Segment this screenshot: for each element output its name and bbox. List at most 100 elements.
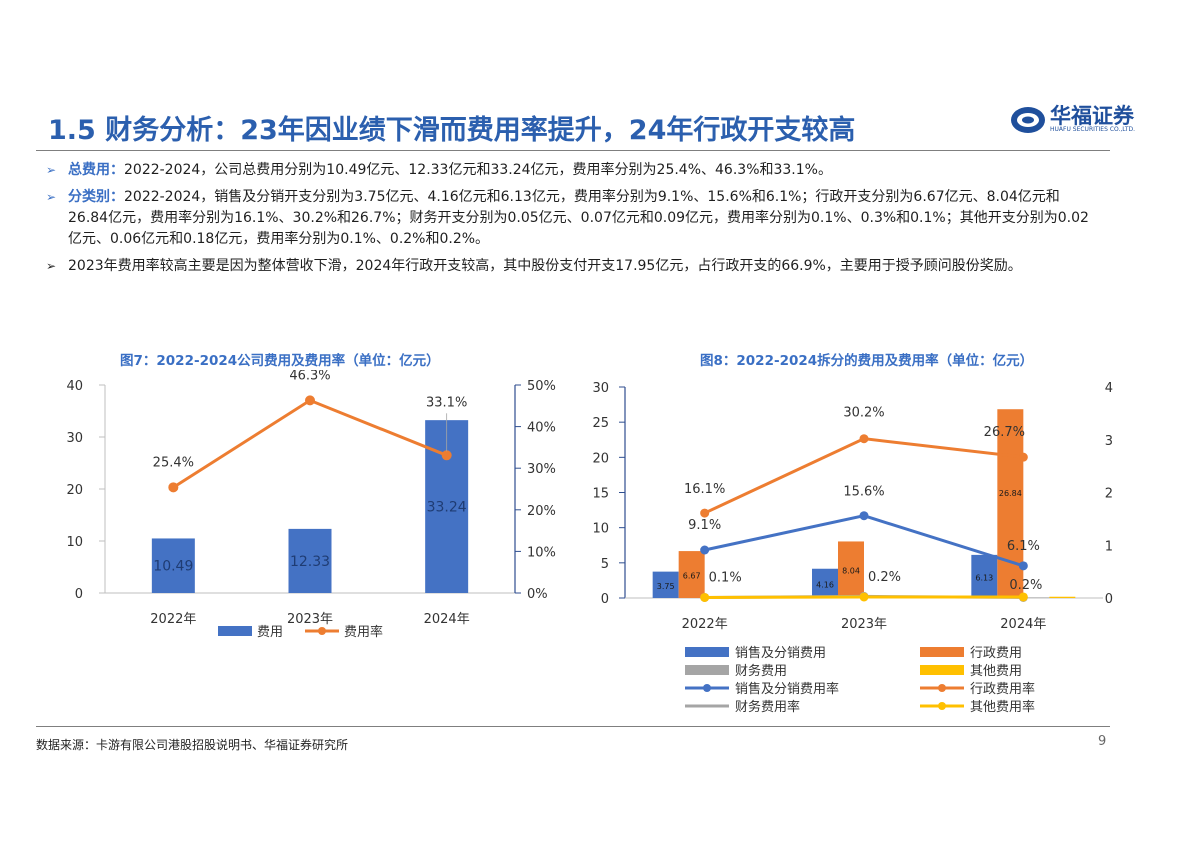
line-point <box>168 482 179 493</box>
legend-marker <box>703 684 711 692</box>
page-number: 9 <box>1098 734 1107 749</box>
bar-other <box>1049 596 1076 598</box>
legend-swatch <box>685 665 729 675</box>
line-value-label: 46.3% <box>289 370 330 383</box>
bullet-text: 2022-2024，销售及分销开支分别为3.75亿元、4.16亿元和6.13亿元… <box>68 189 1089 247</box>
right-y-tick-label: 10% <box>527 545 556 560</box>
left-y-tick-label: 20 <box>592 451 609 466</box>
line-value-label: 33.1% <box>426 395 467 410</box>
line-point <box>1018 452 1028 462</box>
left-y-tick-label: 40 <box>66 379 83 394</box>
legend-label: 销售及分销费用率 <box>735 681 839 697</box>
legend-label: 其他费用率 <box>970 699 1035 715</box>
x-tick-label: 2024年 <box>424 612 470 627</box>
right-y-tick-label: 40% <box>527 421 556 436</box>
right-y-tick-label: 2 <box>1105 487 1113 502</box>
left-y-tick-label: 0 <box>75 587 83 602</box>
bullet-reason: ➢ 2023年费用率较高主要是因为整体营收下滑，2024年行政开支较高，其中股份… <box>46 256 1096 277</box>
line-value-label: 0.2% <box>1009 578 1042 593</box>
line-value-label: 16.1% <box>684 482 725 497</box>
legend-swatch <box>920 665 964 675</box>
right-y-tick-label: 1 <box>1105 539 1113 554</box>
bullet-by-category: ➢ 分类别：2022-2024，销售及分销开支分别为3.75亿元、4.16亿元和… <box>46 187 1096 250</box>
line-point <box>441 450 452 461</box>
legend-marker <box>938 684 946 692</box>
bar-value-label: 4.16 <box>816 580 834 589</box>
line-value-label: 0.1% <box>709 570 742 585</box>
bar-sales <box>652 571 679 598</box>
bullet-text: 2023年费用率较高主要是因为整体营收下滑，2024年行政开支较高，其中股份支付… <box>68 258 1022 274</box>
bar-value-label: 3.75 <box>657 582 675 591</box>
logo-icon <box>1011 107 1045 133</box>
legend-label: 行政费用 <box>970 646 1022 661</box>
right-y-tick-label: 4 <box>1105 381 1113 396</box>
chart-fig8: 0 5 10 15 20 25 30 0 1 2 3 4 3.75 4.16 6.13 6.67 8.04 26.… <box>592 381 1113 715</box>
left-y-tick-label: 5 <box>601 557 609 572</box>
chart-fig7: 0 10 20 30 40 0% 10% 20% 30% 40% 50% 10.49 2022年 12.3… <box>66 370 556 640</box>
line-point <box>700 508 710 518</box>
bar-value-label: 33.24 <box>427 500 467 516</box>
line-point <box>700 592 710 602</box>
arrow-bullet-icon: ➢ <box>46 163 57 177</box>
bar-value-label: 26.84 <box>999 489 1022 498</box>
data-source: 数据来源：卡游有限公司港股招股说明书、华福证券研究所 <box>36 738 349 752</box>
right-y-tick-label: 0 <box>1105 592 1113 607</box>
chart-title-fig7: 图7：2022-2024公司费用及费用率（单位：亿元） <box>120 353 440 369</box>
bullet-lead: 分类别： <box>68 189 124 205</box>
arrow-bullet-icon: ➢ <box>46 190 57 204</box>
right-y-tick-label: 50% <box>527 379 556 394</box>
legend-marker <box>938 702 946 710</box>
line-value-label: 30.2% <box>843 406 884 421</box>
bar-value-label: 8.04 <box>842 567 860 576</box>
legend-swatch <box>685 647 729 657</box>
bar-expense <box>151 538 195 593</box>
bullet-total-expense: ➢ 总费用：2022-2024，公司总费用分别为10.49亿元、12.33亿元和… <box>46 160 1096 181</box>
left-y-tick-label: 15 <box>592 487 609 502</box>
left-y-tick-label: 25 <box>592 416 609 431</box>
line-point <box>305 395 315 406</box>
bar-admin <box>838 541 864 598</box>
bullet-list: ➢ 总费用：2022-2024，公司总费用分别为10.49亿元、12.33亿元和… <box>46 160 1096 283</box>
left-y-tick-label: 20 <box>66 483 83 498</box>
bar-admin <box>678 551 705 598</box>
line-value-label: 0.2% <box>868 570 901 585</box>
legend-label: 销售及分销费用 <box>735 645 826 661</box>
line-value-label: 25.4% <box>153 455 194 470</box>
company-logo: 华福证券 HUAFU SECURITIES CO.,LTD. <box>1010 100 1170 140</box>
line-point <box>859 592 869 602</box>
logo-subtext: HUAFU SECURITIES CO.,LTD. <box>1050 126 1136 133</box>
line-point <box>700 545 710 555</box>
legend-marker-rate <box>318 627 326 635</box>
bullet-text: 2022-2024，公司总费用分别为10.49亿元、12.33亿元和33.24亿… <box>124 162 832 178</box>
x-tick-label: 2024年 <box>1000 617 1046 632</box>
bar-expense <box>288 528 332 593</box>
x-tick-label: 2023年 <box>287 612 333 627</box>
line-value-label: 15.6% <box>843 485 884 500</box>
legend-label: 其他费用 <box>970 664 1022 679</box>
legend-swatch <box>920 647 964 657</box>
right-y-tick-label: 20% <box>527 504 556 519</box>
x-tick-label: 2023年 <box>841 617 887 632</box>
bar-sales <box>971 554 998 598</box>
right-y-tick-label: 0% <box>527 587 548 602</box>
bullet-lead: 总费用： <box>68 162 124 178</box>
line-point <box>1018 561 1028 571</box>
legend-label: 费用率 <box>344 624 383 640</box>
right-y-tick-label: 3 <box>1105 434 1113 449</box>
bar-value-label: 12.33 <box>290 554 330 570</box>
bar-finance <box>1023 597 1050 598</box>
legend-label: 行政费用率 <box>970 681 1035 697</box>
left-y-tick-label: 30 <box>66 431 83 446</box>
bar-value-label: 6.13 <box>975 573 993 582</box>
footer-divider <box>36 726 1110 727</box>
right-y-tick-label: 30% <box>527 462 556 477</box>
left-y-tick-label: 10 <box>66 535 83 550</box>
x-tick-label: 2022年 <box>150 612 196 627</box>
line-point <box>859 434 869 444</box>
bar-value-label: 10.49 <box>153 559 193 575</box>
left-y-tick-label: 30 <box>592 381 609 396</box>
x-tick-label: 2022年 <box>682 617 728 632</box>
line-value-label: 9.1% <box>688 518 721 533</box>
line-value-label: 6.1% <box>1007 539 1040 554</box>
line-point <box>859 511 869 521</box>
